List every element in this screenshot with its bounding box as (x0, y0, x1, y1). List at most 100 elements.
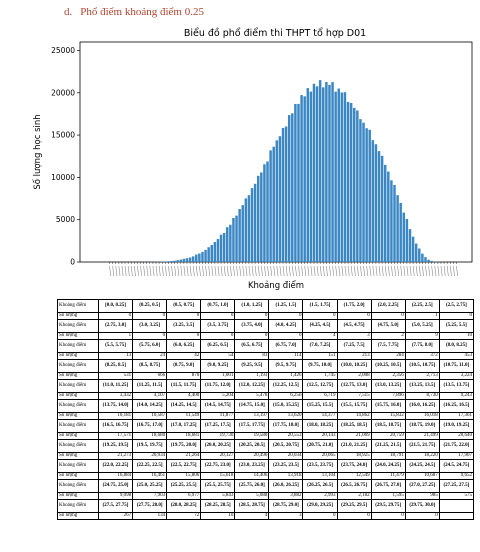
bar (275, 140, 279, 262)
bar (232, 217, 235, 262)
count-cell: 267 (97, 512, 134, 520)
x-tick-label (310, 265, 313, 277)
x-tick-label (319, 265, 322, 277)
count-cell: 5,843 (200, 492, 236, 500)
range-cell: (11.0, 11.25] (97, 379, 134, 393)
count-cell: 666 (132, 372, 168, 380)
count-cell: 6,256 (268, 392, 304, 400)
x-tick-label (412, 265, 415, 277)
range-cell: (12.5, 12.75] (302, 379, 338, 393)
range-cell: (21.5, 21.75] (404, 439, 440, 453)
row-label-count: Số lượng (57, 492, 99, 500)
x-tick-label (326, 265, 328, 277)
range-cell: (9.25, 9.5] (234, 359, 270, 373)
row-label-count: Số lượng (57, 332, 99, 340)
bar (390, 180, 393, 262)
table-row-range: Khoảng điểm (11.0, 11.25] (11.25, 11.5] (11… (57, 379, 475, 393)
range-cell: (24.0, 24.25] (370, 459, 406, 473)
range-cell: (1.75, 2.0] (336, 299, 372, 313)
bar (356, 110, 359, 262)
count-cell: 2,713 (404, 372, 440, 380)
bar (380, 155, 384, 262)
count-cell: 0 (132, 312, 168, 320)
x-tick-label (434, 265, 437, 277)
range-cell: (16.25, 16.5] (438, 399, 475, 413)
bar (291, 113, 294, 262)
x-tick-label (137, 265, 139, 277)
range-cell: (25.5, 25.75] (200, 479, 236, 493)
range-cell: (27.5, 27.75] (97, 499, 134, 513)
x-tick-label (195, 265, 198, 277)
count-cell: 10 (200, 512, 236, 520)
range-cell: (23.25, 23.5] (268, 459, 304, 473)
bar (176, 260, 179, 262)
x-tick-label (174, 265, 177, 277)
count-cell: 20,143 (302, 432, 338, 440)
row-label-count: Số lượng (57, 372, 99, 380)
count-cell: 42 (166, 352, 202, 360)
count-cell: 4,107 (132, 392, 168, 400)
bar (303, 96, 306, 262)
x-tick-label (304, 265, 307, 277)
bar (399, 202, 402, 262)
count-cell: 3 (268, 512, 304, 520)
table-row-count: Số lượng 1 0 0 0 0 0 4 3 2 9 10 (57, 332, 475, 340)
count-cell: 13,620 (268, 412, 304, 420)
count-cell: 20,934 (132, 452, 168, 460)
range-cell: (9.5, 9.75] (268, 359, 304, 373)
bar (383, 164, 387, 262)
x-tick-label (313, 265, 316, 277)
range-cell: (8.75, 9.0] (166, 359, 202, 373)
table-row-count: Số lượng 13 24 42 54 83 114 151 213 284 372 453 (57, 352, 475, 360)
count-cell: 575 (438, 492, 475, 500)
count-cell: 1,426 (268, 372, 304, 380)
range-cell: (28.5, 28.75] (234, 499, 270, 513)
count-cell: 1 (97, 332, 134, 340)
x-tick-label (288, 265, 291, 277)
table-row-count: Số lượng 21,273 20,934 21,264 20,127 20,496 20… (57, 452, 475, 460)
range-cell: (0.75, 1.0] (200, 299, 236, 313)
bar (402, 212, 406, 262)
range-cell: (15.5, 15.75] (336, 399, 372, 413)
count-cell: 14,406 (234, 472, 270, 480)
x-tick-label (316, 265, 319, 277)
x-tick-label (273, 265, 276, 277)
count-cell: 0 (234, 332, 270, 340)
x-tick-label (223, 265, 226, 277)
count-cell: 453 (438, 352, 475, 360)
count-cell: 20,759 (370, 432, 406, 440)
range-cell: (28.25, 28.5] (200, 499, 236, 513)
x-axis-ticks (109, 262, 458, 277)
count-cell: 10,181 (97, 412, 134, 420)
table-row-range: Khoảng điểm (16.5, 16.75] (16.75, 17.0] (17… (57, 419, 475, 433)
bar (430, 260, 433, 262)
table-row-count: Số lượng 16,884 16,461 15,806 15,618 14,406 13… (57, 472, 475, 480)
x-tick-label (134, 265, 136, 277)
y-axis-ticks: 0 5000 10000 15000 20000 25000 (51, 46, 80, 267)
count-cell: 21,264 (166, 452, 202, 460)
section-heading: d. Phổ điểm khoảng điểm 0.25 (64, 6, 204, 18)
x-tick-label (205, 265, 208, 277)
bar (247, 195, 251, 262)
bar (207, 247, 210, 262)
bar (269, 150, 272, 262)
range-cell: (22.0, 22.25] (97, 459, 134, 473)
bar (340, 92, 344, 262)
x-tick-label (418, 265, 421, 277)
x-tick-label (143, 265, 146, 277)
score-distribution-table: Khoảng điểm [0.0, 0.25] (0.25, 0.5] (0.5, 0… (57, 299, 475, 520)
count-cell: 20,496 (234, 452, 270, 460)
x-tick-label (118, 265, 121, 277)
count-cell: 14,862 (336, 412, 372, 420)
row-label-range: Khoảng điểm (57, 439, 99, 453)
table-row-range: Khoảng điểm (8.25, 8.5] (8.5, 8.75] (8.75, … (57, 359, 475, 373)
row-label-range: Khoảng điểm (57, 399, 99, 413)
range-cell: (10.5, 10.75] (404, 359, 440, 373)
count-cell: 9,652 (438, 472, 475, 480)
bar (343, 92, 347, 262)
range-cell: (16.0, 16.25] (404, 399, 440, 413)
x-tick-label (202, 265, 204, 277)
bar (294, 103, 297, 262)
count-cell: 4,400 (166, 392, 202, 400)
x-tick-label (186, 265, 189, 277)
